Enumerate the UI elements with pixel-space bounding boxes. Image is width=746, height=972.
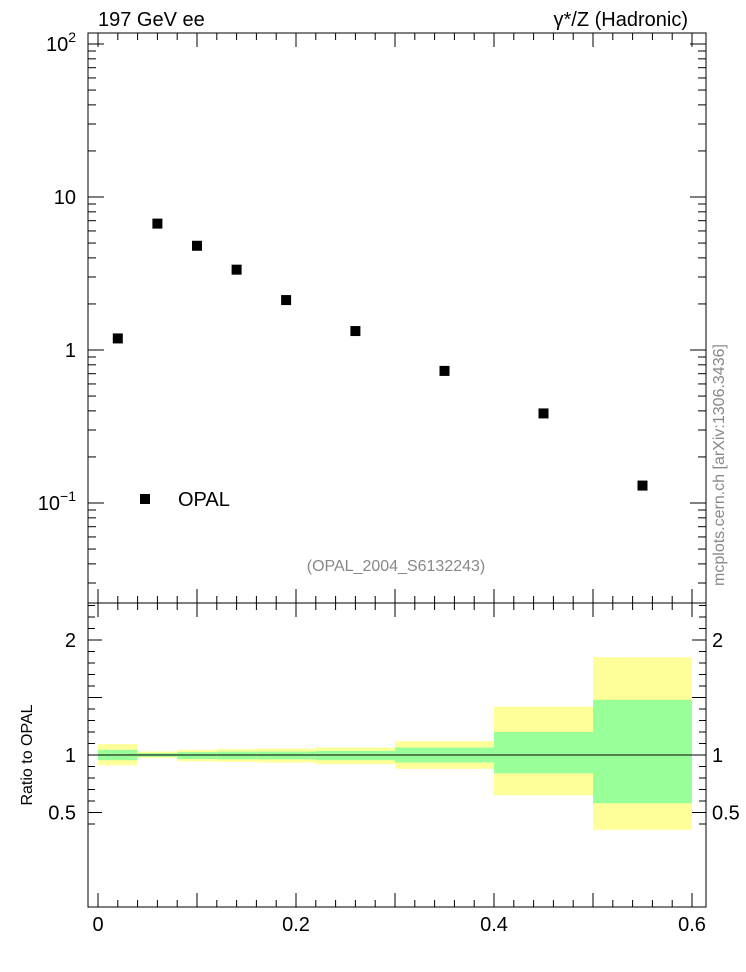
ratio-y-tick-label-right: 2 — [712, 630, 723, 652]
inner-band — [177, 752, 217, 760]
y-tick-label: 10 — [54, 187, 76, 209]
x-tick-label: 0.4 — [480, 914, 508, 936]
inner-band — [593, 699, 692, 804]
x-tick-label: 0 — [92, 914, 103, 936]
ratio-y-tick-label-left: 0.5 — [48, 803, 76, 825]
data-point — [152, 218, 163, 229]
ratio-y-tick-label-left: 1 — [65, 745, 76, 767]
data-point — [112, 333, 123, 344]
x-tick-label: 0.6 — [678, 914, 706, 936]
energy-label: 197 GeV ee — [98, 9, 205, 31]
main-frame — [87, 32, 707, 604]
ratio-axis-label: Ratio to OPAL — [19, 704, 36, 805]
inner-band — [315, 750, 395, 761]
data-point — [231, 264, 242, 275]
ratio-y-tick-label-right: 1 — [712, 745, 723, 767]
data-point — [281, 295, 292, 306]
inner-band — [494, 732, 593, 774]
data-point — [192, 240, 202, 251]
data-point — [350, 326, 361, 337]
legend-label: OPAL — [178, 489, 230, 511]
main-panel: 10−1 1 10 102 OPAL — [38, 29, 707, 604]
analysis-reference: (OPAL_2004_S6132243) — [307, 558, 486, 575]
legend-marker — [140, 494, 150, 504]
data-point — [439, 365, 450, 376]
data-point — [538, 408, 549, 419]
ratio-panel: 0.5 0.5 1 1 2 2 0 0.2 0.4 0.6 — [48, 602, 740, 936]
y-tick-label: 102 — [46, 29, 76, 56]
process-label: γ*/Z (Hadronic) — [554, 9, 688, 31]
y-tick-label: 1 — [65, 340, 76, 362]
x-tick-label: 0.2 — [282, 914, 310, 936]
y-tick-label: 10−1 — [38, 488, 76, 515]
ratio-frame — [87, 602, 707, 908]
ratio-y-tick-label-right: 0.5 — [712, 803, 740, 825]
side-credit: mcplots.cern.ch [arXiv:1306.3436] — [711, 344, 728, 586]
ratio-y-tick-label-left: 2 — [65, 630, 76, 652]
data-point — [637, 480, 648, 491]
